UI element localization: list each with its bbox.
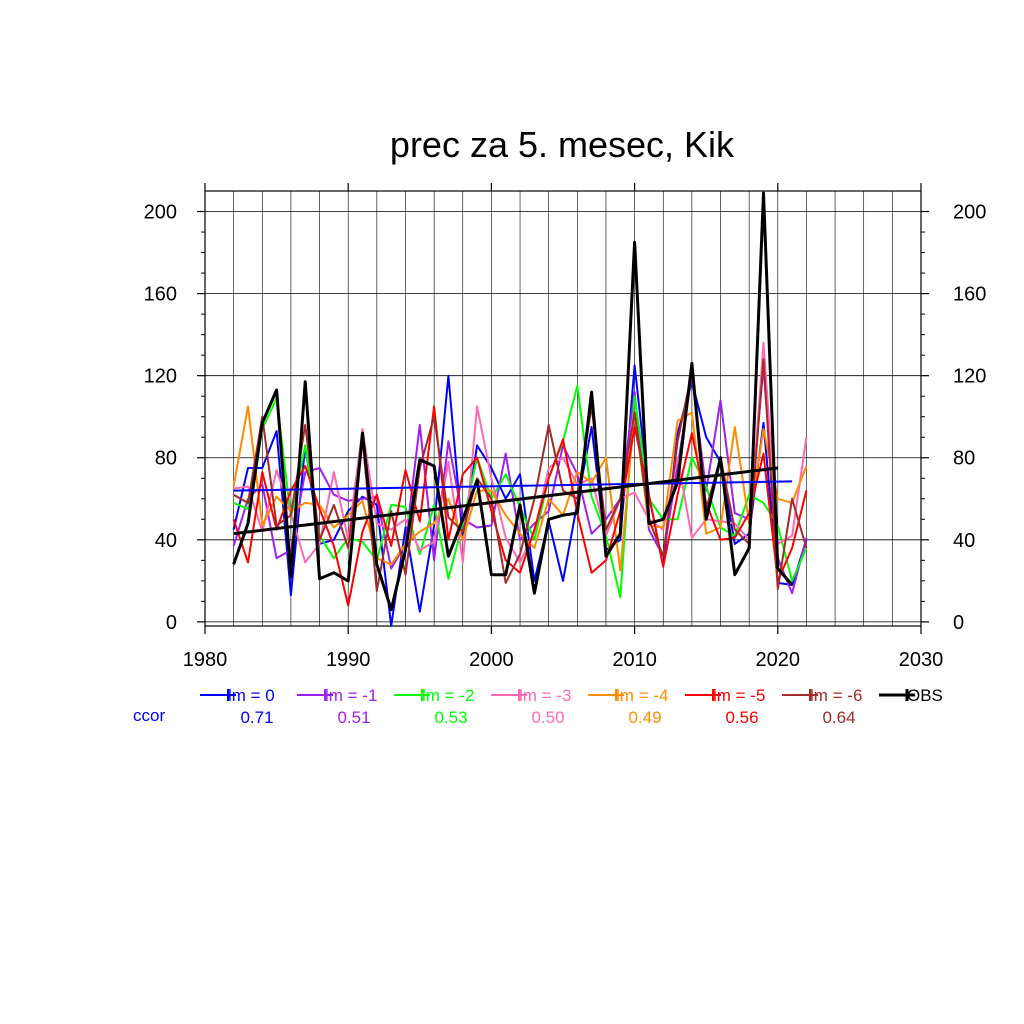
x-tick-label: 2000 xyxy=(469,649,514,671)
trend-lines xyxy=(233,466,793,536)
trend-line-0 xyxy=(233,480,793,492)
y-tick-label-right: 120 xyxy=(953,366,986,388)
ccor-value-2: 0.53 xyxy=(434,708,467,727)
legend-label-1: lm = -1 xyxy=(325,686,377,705)
y-tick-label-right: 40 xyxy=(953,530,975,552)
ccor-value-1: 0.51 xyxy=(337,708,370,727)
y-tick-label-left: 120 xyxy=(144,366,177,388)
x-tick-label: 1980 xyxy=(183,649,228,671)
ccor-value-0: 0.71 xyxy=(240,708,273,727)
series-line-4 xyxy=(232,405,808,572)
y-tick-label-right: 200 xyxy=(953,202,986,224)
y-tick-label-left: 0 xyxy=(166,612,177,634)
ccor-value-4: 0.49 xyxy=(628,708,661,727)
legend: lm = 0 0.71 lm = -1 0.51 lm = -2 0.53 lm = -3 0… xyxy=(133,686,943,727)
axes: 0 0 40 40 80 80 120 120 160 160 200 200 1980 1990 2000… xyxy=(144,183,986,671)
series-line-1 xyxy=(232,366,808,595)
x-tick-label: 1990 xyxy=(326,649,371,671)
ccor-value-6: 0.64 xyxy=(822,708,855,727)
y-tick-label-right: 80 xyxy=(953,448,975,470)
ccor-value-3: 0.50 xyxy=(531,708,564,727)
series-line-6 xyxy=(233,358,808,593)
legend-label-6: lm = -6 xyxy=(810,686,862,705)
y-tick-label-right: 160 xyxy=(953,284,986,306)
series-group xyxy=(232,191,808,627)
series-line-3 xyxy=(233,341,808,564)
plot-frame xyxy=(204,190,922,627)
legend-label-7: OBS xyxy=(907,686,943,705)
ccor-value-5: 0.56 xyxy=(725,708,758,727)
ccor-label: ccor xyxy=(133,706,165,725)
chart-title: prec za 5. mesec, Kik xyxy=(390,124,735,165)
y-tick-label-left: 160 xyxy=(144,284,177,306)
y-tick-label-right: 0 xyxy=(953,612,964,634)
series-line-7 xyxy=(232,191,794,612)
legend-label-5: lm = -5 xyxy=(713,686,765,705)
x-tick-label: 2020 xyxy=(756,649,801,671)
series-line-5 xyxy=(232,405,808,607)
grid xyxy=(204,191,922,626)
y-tick-label-left: 200 xyxy=(144,202,177,224)
x-tick-label: 2010 xyxy=(612,649,657,671)
legend-label-0: lm = 0 xyxy=(228,686,275,705)
legend-label-4: lm = -4 xyxy=(616,686,668,705)
y-tick-label-left: 80 xyxy=(155,448,177,470)
x-tick-label: 2030 xyxy=(899,649,944,671)
trend-line-1 xyxy=(233,466,778,536)
legend-label-2: lm = -2 xyxy=(422,686,474,705)
legend-label-3: lm = -3 xyxy=(519,686,571,705)
series-line-0 xyxy=(232,364,808,627)
y-tick-label-left: 40 xyxy=(155,530,177,552)
